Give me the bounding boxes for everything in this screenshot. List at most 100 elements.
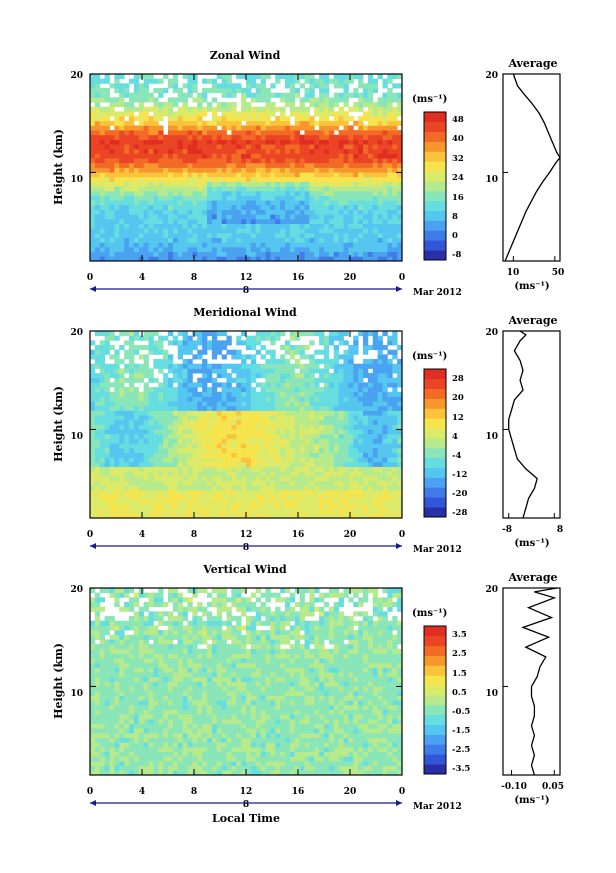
- heatmap-cell: [104, 424, 110, 430]
- heatmap-cell: [211, 503, 218, 510]
- heatmap-cell: [187, 246, 193, 253]
- heatmap-cell: [358, 181, 364, 187]
- heatmap-cell: [319, 102, 325, 108]
- heatmap-cell: [338, 335, 344, 341]
- heatmap-cell: [104, 499, 110, 505]
- heatmap-cell: [260, 134, 266, 140]
- heatmap-cell: [94, 223, 101, 229]
- heatmap-cell: [241, 125, 247, 131]
- heatmap-cell: [265, 106, 271, 112]
- heatmap-cell: [226, 78, 232, 84]
- heatmap-cell: [255, 158, 262, 164]
- heatmap-cell: [392, 162, 398, 168]
- heatmap-cell: [265, 74, 271, 80]
- heatmap-cell: [338, 354, 344, 360]
- heatmap-cell: [133, 167, 140, 173]
- heatmap-cell: [338, 438, 344, 444]
- heatmap-cell: [133, 443, 140, 449]
- heatmap-cell: [392, 97, 398, 103]
- heatmap-cell: [236, 457, 242, 463]
- heatmap-cell: [177, 209, 184, 215]
- heatmap-cell: [226, 438, 232, 444]
- heatmap-cell: [270, 419, 276, 425]
- heatmap-cell: [382, 204, 388, 210]
- heatmap-cell: [216, 172, 223, 178]
- heatmap-cell: [338, 480, 344, 486]
- heatmap-cell: [358, 438, 364, 444]
- heatmap-cell: [129, 475, 135, 482]
- heatmap-cell: [90, 382, 96, 388]
- heatmap-cell: [192, 162, 198, 168]
- heatmap-cell: [367, 237, 374, 243]
- heatmap-cell: [382, 410, 388, 416]
- heatmap-cell: [255, 111, 262, 117]
- heatmap-cell: [275, 331, 281, 337]
- vertical-wind-date-label: 8: [243, 800, 249, 810]
- heatmap-cell: [348, 209, 354, 215]
- heatmap-cell: [255, 237, 262, 243]
- heatmap-cell: [114, 335, 120, 341]
- heatmap-cell: [221, 195, 227, 201]
- heatmap-cell: [119, 200, 125, 206]
- heatmap-cell: [275, 401, 281, 407]
- heatmap-cell: [182, 331, 188, 337]
- heatmap-cell: [255, 433, 262, 439]
- heatmap-cell: [211, 158, 218, 164]
- heatmap-cell: [358, 461, 364, 467]
- heatmap-cell: [270, 162, 276, 168]
- heatmap-cell: [363, 471, 369, 477]
- heatmap-cell: [265, 176, 271, 182]
- heatmap-cell: [348, 256, 354, 262]
- heatmap-cell: [187, 438, 193, 444]
- heatmap-cell: [260, 153, 266, 159]
- heatmap-cell: [177, 232, 184, 239]
- heatmap-cell: [138, 232, 145, 239]
- heatmap-cell: [153, 102, 159, 108]
- heatmap-cell: [333, 443, 340, 449]
- heatmap-cell: [353, 232, 359, 239]
- heatmap-cell: [90, 106, 96, 112]
- heatmap-cell: [285, 382, 291, 388]
- heatmap-cell: [236, 251, 242, 257]
- heatmap-cell: [94, 714, 101, 720]
- heatmap-cell: [99, 134, 106, 140]
- heatmap-cell: [99, 172, 106, 178]
- heatmap-cell: [143, 443, 149, 449]
- heatmap-cell: [226, 102, 232, 108]
- heatmap-cell: [304, 186, 310, 192]
- heatmap-cell: [182, 237, 188, 243]
- heatmap-cell: [285, 125, 291, 131]
- heatmap-cell: [153, 232, 159, 239]
- heatmap-cell: [387, 78, 393, 84]
- heatmap-cell: [163, 499, 169, 505]
- heatmap-cell: [314, 401, 320, 407]
- heatmap-cell: [260, 92, 266, 98]
- heatmap-cell: [338, 489, 344, 496]
- heatmap-cell: [319, 111, 325, 117]
- heatmap-cell: [226, 433, 232, 439]
- heatmap-cell: [172, 256, 179, 262]
- heatmap-cell: [221, 387, 227, 393]
- heatmap-cell: [285, 377, 291, 383]
- heatmap-cell: [124, 237, 130, 243]
- heatmap-cell: [231, 429, 237, 435]
- heatmap-cell: [168, 153, 174, 159]
- heatmap-cell: [377, 345, 383, 351]
- heatmap-cell: [241, 167, 247, 173]
- heatmap-cell: [241, 200, 247, 206]
- heatmap-cell: [255, 256, 262, 262]
- heatmap-cell: [133, 242, 140, 248]
- heatmap-cell: [109, 438, 115, 444]
- heatmap-cell: [372, 419, 379, 425]
- heatmap-cell: [133, 195, 140, 201]
- heatmap-cell: [177, 424, 184, 430]
- heatmap-cell: [94, 611, 101, 617]
- heatmap-cell: [275, 410, 281, 416]
- heatmap-cell: [314, 363, 320, 369]
- heatmap-cell: [221, 433, 227, 439]
- heatmap-cell: [387, 181, 393, 187]
- heatmap-cell: [363, 162, 369, 168]
- heatmap-cell: [343, 349, 349, 355]
- heatmap-cell: [358, 78, 364, 84]
- heatmap-cell: [202, 396, 208, 402]
